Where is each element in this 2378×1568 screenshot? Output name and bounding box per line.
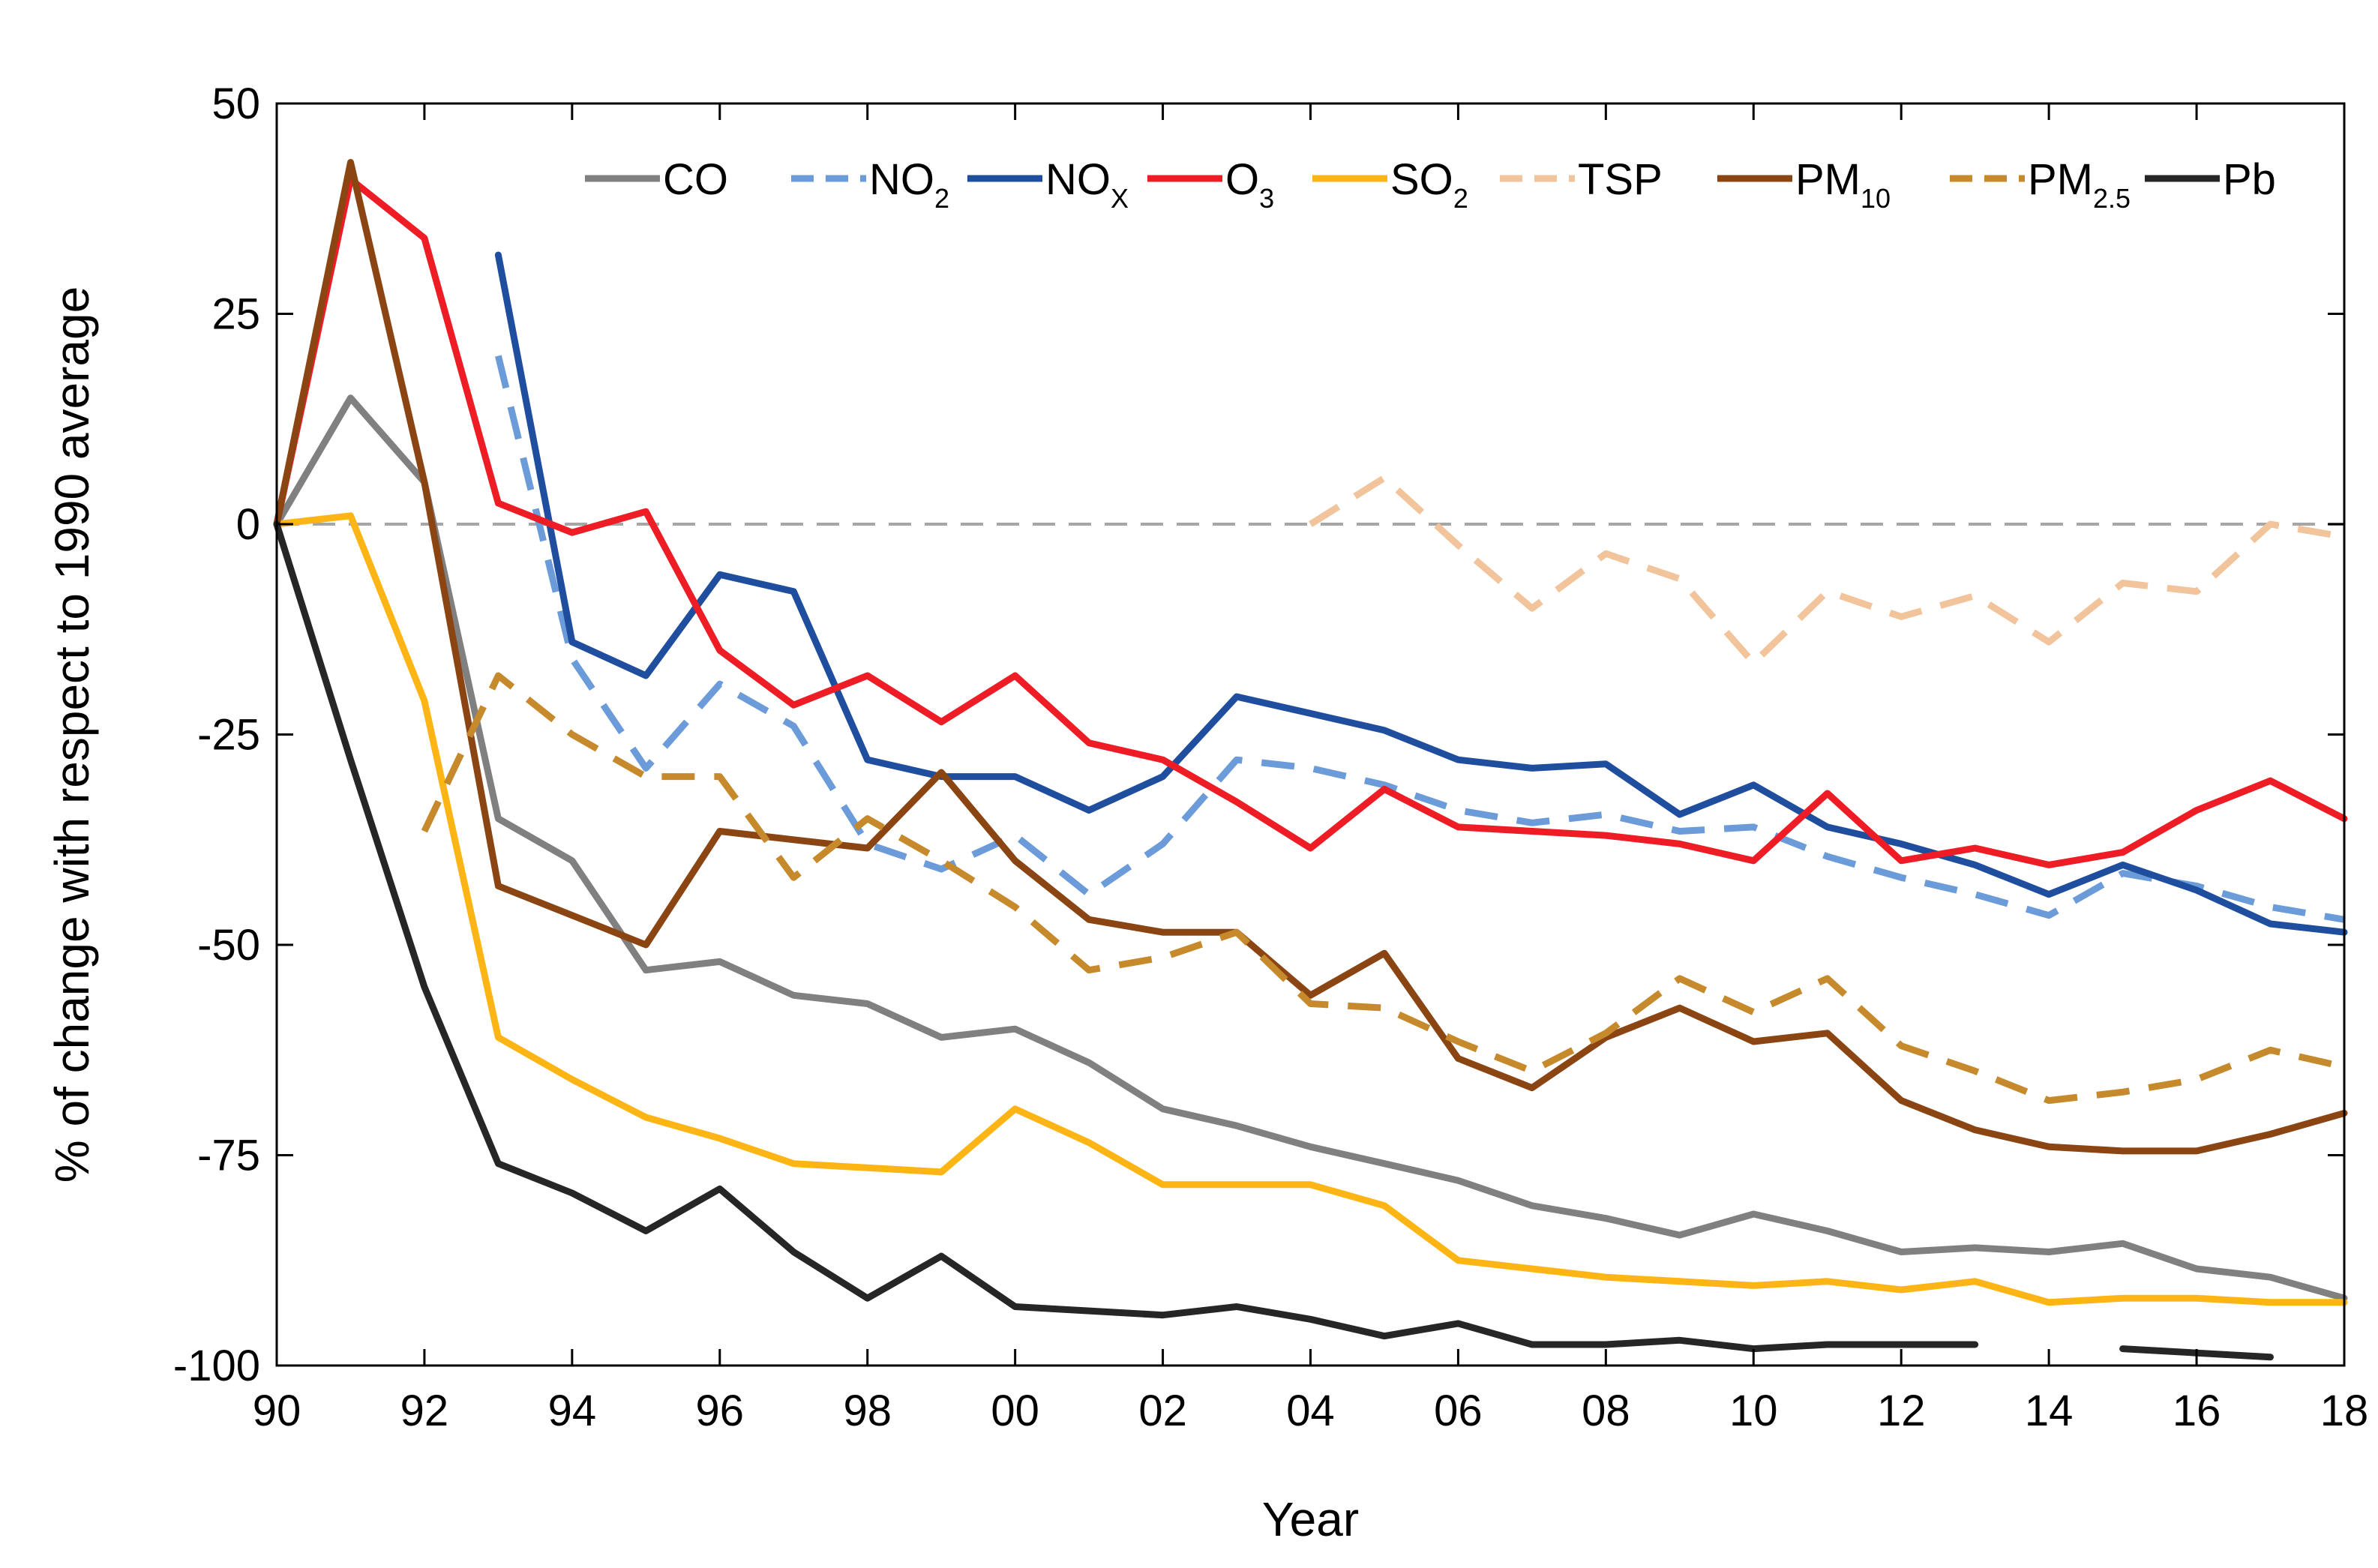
x-tick-label: 16	[2173, 1387, 2221, 1435]
y-tick-label: 50	[211, 79, 260, 128]
series-line-nox	[494, 251, 2348, 936]
legend-label-co: CO	[663, 155, 728, 204]
y-tick-label: 25	[211, 290, 260, 339]
series-line-tsp	[1309, 474, 2345, 667]
y-axis: 50 25 0 -25 -50 -75 -100	[173, 79, 2344, 1390]
x-tick-label: 06	[1434, 1387, 1483, 1435]
legend-subscript-nox: X	[1111, 183, 1129, 214]
series-line-pm2-5	[421, 672, 2345, 1105]
legend-subscript-pm10: 10	[1861, 183, 1891, 214]
x-tick-label: 14	[2025, 1387, 2074, 1435]
x-tick-label: 08	[1582, 1387, 1630, 1435]
x-tick-label: 04	[1286, 1387, 1335, 1435]
x-tick-label: 94	[548, 1387, 597, 1435]
y-tick-label: -100	[173, 1342, 260, 1390]
x-axis-title: Year	[1262, 1492, 1359, 1546]
legend-label-tsp: TSP	[1578, 155, 1663, 204]
series-line-o3	[273, 175, 2348, 868]
y-tick-label: -25	[197, 711, 260, 760]
series-line-pm10	[273, 159, 2348, 1155]
x-tick-label: 12	[1877, 1387, 1926, 1435]
x-axis: 90 92 94 96 98 00 02 04 06 08 10 12 14 16 18	[253, 103, 2369, 1435]
x-tick-label: 18	[2320, 1387, 2369, 1435]
legend-subscript-pm2-5: 2.5	[2093, 183, 2131, 214]
x-tick-label: 02	[1138, 1387, 1187, 1435]
series-line-pb	[273, 520, 1979, 1353]
x-tick-label: 98	[843, 1387, 892, 1435]
legend-subscript-no2: 2	[934, 183, 949, 214]
legend-subscript-o3: 3	[1259, 183, 1274, 214]
x-tick-label: 92	[400, 1387, 449, 1435]
series-line-no2	[495, 355, 2345, 923]
y-axis-title: % of change with respect to 1990 average	[45, 286, 99, 1183]
y-tick-label: -50	[197, 921, 260, 970]
y-tick-label: -75	[197, 1132, 260, 1180]
series-lines-group	[273, 159, 2348, 1361]
legend-subscript-so2: 2	[1453, 183, 1468, 214]
x-tick-label: 10	[1729, 1387, 1778, 1435]
x-tick-label: 90	[253, 1387, 301, 1435]
x-tick-label: 96	[696, 1387, 745, 1435]
x-tick-label: 00	[991, 1387, 1039, 1435]
series-line-so2	[273, 512, 2348, 1306]
legend-label-pb: Pb	[2223, 155, 2276, 204]
y-tick-label: 0	[236, 500, 260, 549]
